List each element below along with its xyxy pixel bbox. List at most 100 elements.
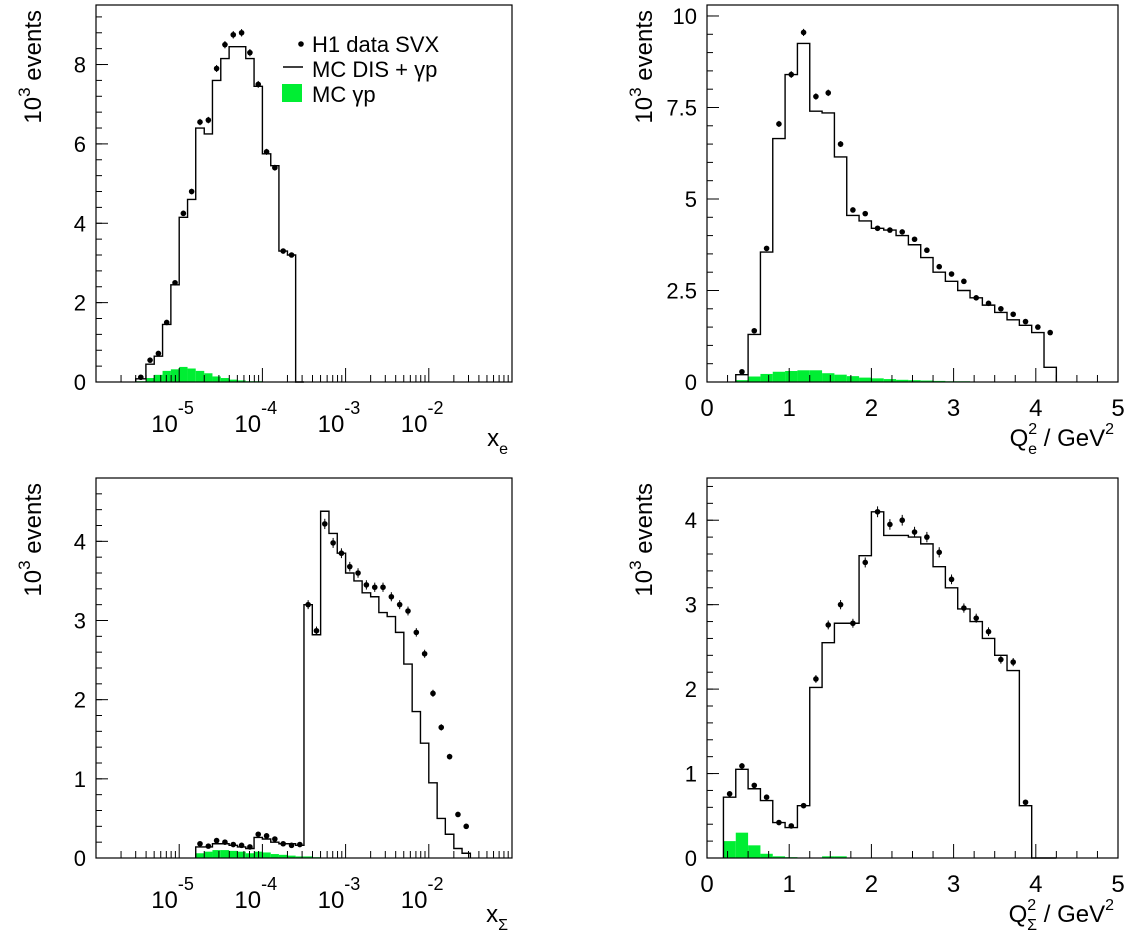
data-point: [1047, 329, 1053, 336]
mc-total-histogram: [722, 511, 1057, 859]
y-axis-label: 103 events: [626, 483, 658, 597]
mc-gp-bar: [179, 366, 188, 382]
data-point: [899, 229, 906, 235]
data-point: [813, 676, 819, 682]
data-point: [263, 149, 270, 155]
data-point: [371, 584, 378, 591]
mc-gp-bar: [822, 856, 835, 858]
mc-total-histogram: [195, 510, 472, 858]
legend-mc-total-label: MC DIS + γp: [312, 57, 437, 82]
data-point: [911, 529, 918, 535]
x-tick-label: 5: [1111, 395, 1124, 422]
data-point: [446, 753, 453, 760]
data-point: [155, 350, 162, 357]
mc-total-histogram: [735, 42, 1058, 382]
data-point: [911, 236, 918, 243]
data-point: [985, 628, 992, 635]
mc-gp-bar: [237, 380, 246, 382]
mc-gp-bar: [187, 368, 196, 382]
data-point: [380, 584, 386, 591]
data-point: [197, 119, 203, 125]
data-point: [455, 811, 461, 818]
data-point: [874, 508, 881, 515]
data-point: [272, 164, 278, 171]
data-point: [973, 615, 980, 621]
mc-gp-bar: [920, 380, 934, 382]
mc-gp-bar: [295, 856, 304, 858]
legend-mc-gp-label: MC γp: [312, 82, 376, 107]
mc-gp-bar: [204, 851, 213, 858]
y-tick-label: 5: [685, 187, 697, 212]
data-point: [862, 210, 869, 217]
data-point: [205, 843, 212, 849]
data-point: [388, 593, 395, 600]
data-point: [288, 252, 295, 258]
data-point: [188, 188, 195, 195]
plot-frame: [95, 4, 513, 383]
mc-gp-bar: [760, 373, 773, 382]
data-point: [751, 327, 758, 334]
data-point: [355, 570, 361, 576]
mc-gp-bar: [785, 371, 798, 382]
data-point: [739, 763, 745, 769]
data-point: [346, 563, 353, 570]
mc-gp-bar: [859, 377, 872, 382]
data-point: [825, 622, 832, 628]
data-point: [763, 794, 770, 800]
y-tick-label: 3: [685, 593, 697, 618]
data-point: [973, 295, 980, 301]
panel-q2-e: 0 2.5 5 7.5 10 0 1 2 3 4 5 103 events Q2 e / GeV2: [626, 4, 1125, 458]
mc-gp-bar: [772, 371, 786, 382]
mc-gp-bar: [772, 856, 786, 858]
data-point: [280, 840, 286, 847]
data-point: [255, 81, 262, 88]
x-tick-label: 2: [865, 871, 878, 898]
data-point: [874, 225, 881, 232]
data-point: [936, 549, 943, 556]
mc-gp-bar: [846, 376, 860, 382]
data-point: [961, 278, 967, 285]
x-tick-label: 5: [1111, 871, 1124, 898]
data-point: [1010, 659, 1016, 665]
data-point: [1022, 799, 1029, 806]
mc-gp-bar: [145, 378, 155, 382]
mc-gp-bar: [278, 854, 288, 858]
data-point: [338, 550, 345, 557]
panel-x-e: 0 2 4 6 8 10-5 10-4 10-3 10-2 103 events xe H1 data…: [15, 4, 513, 458]
data-point: [405, 608, 411, 614]
data-point: [438, 724, 445, 731]
data-point: [230, 31, 237, 38]
data-point: [230, 841, 237, 848]
data-point: [222, 839, 228, 845]
data-point: [948, 271, 955, 277]
x-tick-label: 1: [783, 871, 796, 898]
y-tick-label: 4: [74, 529, 86, 554]
y-tick-label: 2.5: [666, 278, 697, 303]
legend-mc-gp-marker: [282, 84, 302, 102]
mc-gp-bar: [735, 832, 749, 858]
data-point: [147, 357, 153, 363]
mc-gp-bar: [204, 373, 213, 382]
mc-gp-bar: [212, 850, 221, 858]
data-point: [850, 207, 856, 213]
data-point: [1035, 324, 1041, 330]
y-tick-label: 2: [74, 291, 86, 316]
y-tick-label: 7.5: [666, 95, 697, 120]
y-tick-label: 4: [74, 211, 86, 236]
data-point: [321, 521, 328, 527]
data-point: [961, 605, 967, 611]
x-tick-label: 10-4: [234, 398, 277, 438]
data-point: [180, 210, 187, 217]
mc-gp-bar: [262, 852, 271, 858]
mc-gp-bar: [735, 380, 749, 382]
data-point: [255, 831, 262, 838]
y-tick-label: 10: [673, 4, 697, 29]
x-tick-label: 0: [700, 871, 713, 898]
mc-gp-bar: [797, 370, 810, 382]
y-tick-label: 4: [685, 508, 697, 533]
mc-gp-bar: [723, 841, 736, 858]
mc-total-histogram: [134, 45, 304, 383]
data-point: [813, 93, 819, 100]
legend-data-label: H1 data SVX: [312, 32, 440, 57]
